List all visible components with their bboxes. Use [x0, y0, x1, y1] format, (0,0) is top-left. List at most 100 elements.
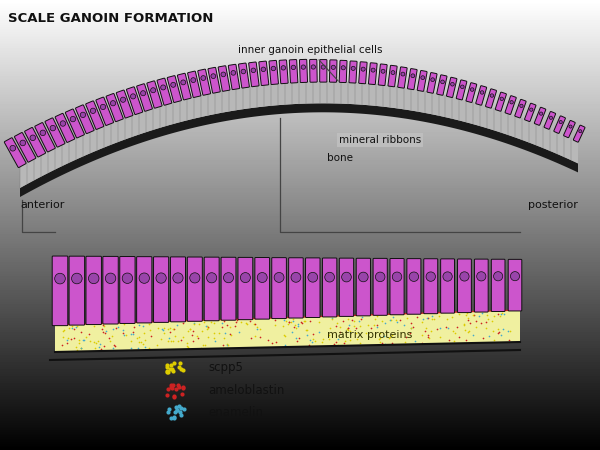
FancyBboxPatch shape	[349, 61, 357, 83]
FancyBboxPatch shape	[554, 116, 565, 133]
FancyBboxPatch shape	[204, 257, 219, 321]
Circle shape	[80, 112, 86, 117]
FancyBboxPatch shape	[86, 256, 101, 324]
Circle shape	[139, 273, 149, 284]
FancyBboxPatch shape	[65, 109, 85, 138]
Text: enamelin: enamelin	[208, 405, 263, 418]
Circle shape	[409, 272, 419, 281]
Circle shape	[550, 116, 553, 119]
Circle shape	[351, 66, 355, 70]
Circle shape	[20, 140, 26, 146]
Polygon shape	[20, 104, 578, 197]
Circle shape	[291, 272, 301, 282]
Circle shape	[579, 130, 582, 133]
FancyBboxPatch shape	[154, 257, 169, 322]
Circle shape	[121, 97, 125, 102]
Text: posterior: posterior	[528, 200, 578, 210]
Circle shape	[171, 82, 176, 87]
FancyBboxPatch shape	[407, 68, 417, 90]
Circle shape	[500, 97, 503, 100]
FancyBboxPatch shape	[188, 71, 201, 98]
Circle shape	[460, 272, 469, 281]
Circle shape	[161, 85, 166, 90]
Circle shape	[301, 65, 305, 69]
FancyBboxPatch shape	[106, 94, 123, 122]
Text: mineral ribbons: mineral ribbons	[339, 135, 421, 145]
Polygon shape	[20, 81, 578, 188]
FancyBboxPatch shape	[157, 78, 172, 105]
Circle shape	[274, 272, 284, 283]
Circle shape	[411, 74, 415, 78]
Circle shape	[241, 69, 245, 74]
FancyBboxPatch shape	[535, 107, 546, 125]
FancyBboxPatch shape	[178, 73, 191, 100]
FancyBboxPatch shape	[340, 258, 353, 316]
FancyBboxPatch shape	[320, 59, 327, 82]
Circle shape	[206, 273, 217, 283]
Circle shape	[559, 121, 562, 124]
Text: bone: bone	[327, 153, 353, 163]
FancyBboxPatch shape	[398, 67, 407, 88]
Circle shape	[91, 108, 95, 113]
Circle shape	[55, 273, 65, 284]
FancyBboxPatch shape	[229, 64, 239, 90]
FancyBboxPatch shape	[475, 259, 488, 312]
FancyBboxPatch shape	[466, 83, 477, 103]
Circle shape	[321, 65, 325, 69]
Circle shape	[231, 71, 236, 75]
FancyBboxPatch shape	[103, 256, 118, 324]
FancyBboxPatch shape	[4, 138, 26, 167]
Circle shape	[520, 104, 523, 108]
FancyBboxPatch shape	[255, 257, 269, 319]
Text: matrix proteins: matrix proteins	[328, 330, 413, 340]
FancyBboxPatch shape	[52, 256, 68, 326]
Circle shape	[221, 72, 226, 77]
Circle shape	[100, 104, 106, 109]
Circle shape	[391, 71, 395, 75]
Circle shape	[539, 112, 543, 115]
FancyBboxPatch shape	[427, 72, 437, 93]
FancyBboxPatch shape	[45, 118, 65, 147]
FancyBboxPatch shape	[137, 256, 152, 323]
FancyBboxPatch shape	[120, 256, 135, 324]
Circle shape	[106, 273, 116, 284]
FancyBboxPatch shape	[356, 258, 370, 316]
Circle shape	[30, 135, 35, 140]
FancyBboxPatch shape	[35, 122, 55, 152]
Circle shape	[271, 66, 275, 71]
FancyBboxPatch shape	[269, 60, 278, 85]
Circle shape	[156, 273, 166, 283]
FancyBboxPatch shape	[495, 92, 506, 111]
FancyBboxPatch shape	[96, 97, 113, 126]
FancyBboxPatch shape	[69, 256, 85, 325]
FancyBboxPatch shape	[458, 259, 472, 313]
FancyBboxPatch shape	[485, 89, 497, 108]
FancyBboxPatch shape	[456, 80, 467, 100]
Circle shape	[341, 272, 352, 282]
Text: scpp5: scpp5	[208, 361, 243, 374]
FancyBboxPatch shape	[359, 62, 367, 84]
FancyBboxPatch shape	[515, 99, 526, 118]
Text: ameloblastin: ameloblastin	[208, 383, 284, 396]
FancyBboxPatch shape	[563, 121, 575, 138]
FancyBboxPatch shape	[339, 60, 347, 82]
Circle shape	[241, 273, 250, 283]
Circle shape	[451, 82, 454, 86]
FancyBboxPatch shape	[476, 86, 487, 105]
Circle shape	[211, 74, 215, 78]
FancyBboxPatch shape	[388, 65, 397, 87]
Circle shape	[510, 101, 513, 104]
Circle shape	[261, 67, 266, 72]
Circle shape	[569, 125, 572, 128]
Circle shape	[421, 76, 425, 80]
Circle shape	[511, 272, 520, 281]
FancyBboxPatch shape	[187, 257, 202, 321]
Circle shape	[190, 273, 200, 283]
FancyBboxPatch shape	[198, 69, 211, 95]
FancyBboxPatch shape	[368, 63, 377, 85]
FancyBboxPatch shape	[329, 60, 337, 82]
FancyBboxPatch shape	[55, 113, 74, 142]
Circle shape	[257, 273, 267, 283]
Circle shape	[281, 66, 286, 70]
FancyBboxPatch shape	[505, 96, 516, 114]
